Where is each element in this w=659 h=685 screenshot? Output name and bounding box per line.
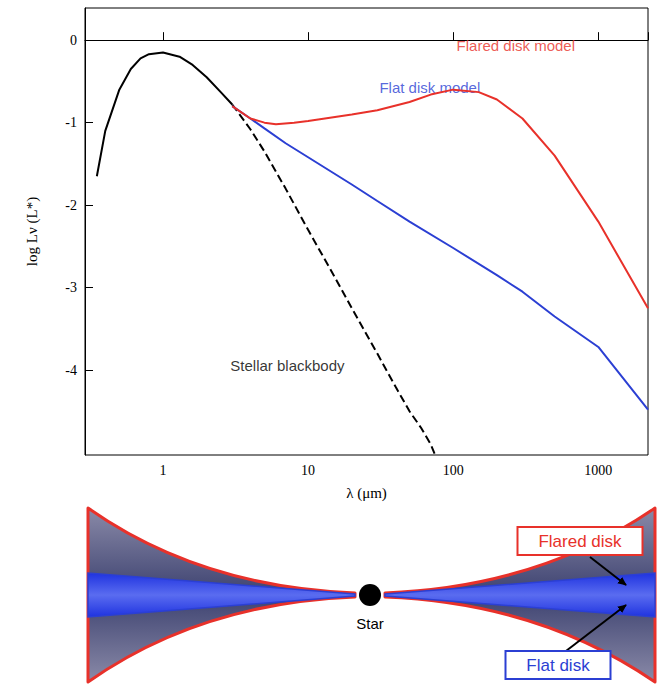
svg-text:0: 0 <box>70 33 77 48</box>
svg-text:Flared disk model: Flared disk model <box>457 37 575 54</box>
svg-text:-3: -3 <box>65 280 77 295</box>
svg-text:Flared disk: Flared disk <box>538 532 622 551</box>
svg-text:Stellar blackbody: Stellar blackbody <box>230 357 345 374</box>
svg-text:λ (μm): λ (μm) <box>346 485 387 502</box>
svg-text:-2: -2 <box>65 198 77 213</box>
svg-text:-4: -4 <box>65 363 77 378</box>
svg-text:Star: Star <box>356 615 384 632</box>
svg-text:100: 100 <box>443 463 464 478</box>
svg-text:Flat disk: Flat disk <box>526 656 590 675</box>
svg-text:1: 1 <box>160 463 167 478</box>
svg-text:-1: -1 <box>65 115 77 130</box>
svg-text:log Lν (L*): log Lν (L*) <box>24 197 41 266</box>
svg-text:1000: 1000 <box>584 463 612 478</box>
svg-text:Flat disk model: Flat disk model <box>379 79 481 97</box>
svg-text:10: 10 <box>301 463 315 478</box>
